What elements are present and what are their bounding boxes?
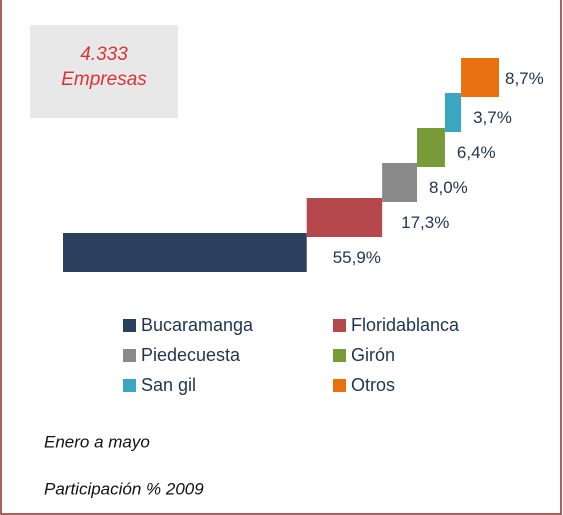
value-label: 3,7%	[473, 108, 512, 127]
value-label: 55,9%	[333, 248, 381, 267]
legend-label: Floridablanca	[351, 315, 460, 335]
summary-number: 4.333	[80, 44, 128, 65]
legend-swatch	[333, 319, 346, 332]
legend-swatch	[333, 379, 346, 392]
legend-label: Girón	[351, 345, 395, 365]
value-label: 8,0%	[429, 178, 468, 197]
bar	[417, 128, 445, 167]
legend-label: Otros	[351, 375, 395, 395]
value-label: 6,4%	[457, 143, 496, 162]
bar	[63, 233, 307, 272]
legend-swatch	[333, 349, 346, 362]
value-label: 8,7%	[505, 69, 544, 88]
legend-swatch	[123, 379, 136, 392]
legend-label: Piedecuesta	[141, 345, 241, 365]
subtitle: Enero a mayo	[44, 432, 150, 451]
summary-label: Empresas	[61, 69, 147, 90]
legend-swatch	[123, 319, 136, 332]
value-label: 17,3%	[401, 213, 449, 232]
caption: Participación % 2009	[44, 479, 204, 498]
bar	[461, 58, 499, 97]
bar	[306, 198, 383, 237]
summary-box	[30, 25, 178, 118]
legend-swatch	[123, 349, 136, 362]
legend-label: Bucaramanga	[141, 315, 254, 335]
bar	[382, 163, 418, 202]
bar	[444, 93, 462, 132]
legend-label: San gil	[141, 375, 196, 395]
